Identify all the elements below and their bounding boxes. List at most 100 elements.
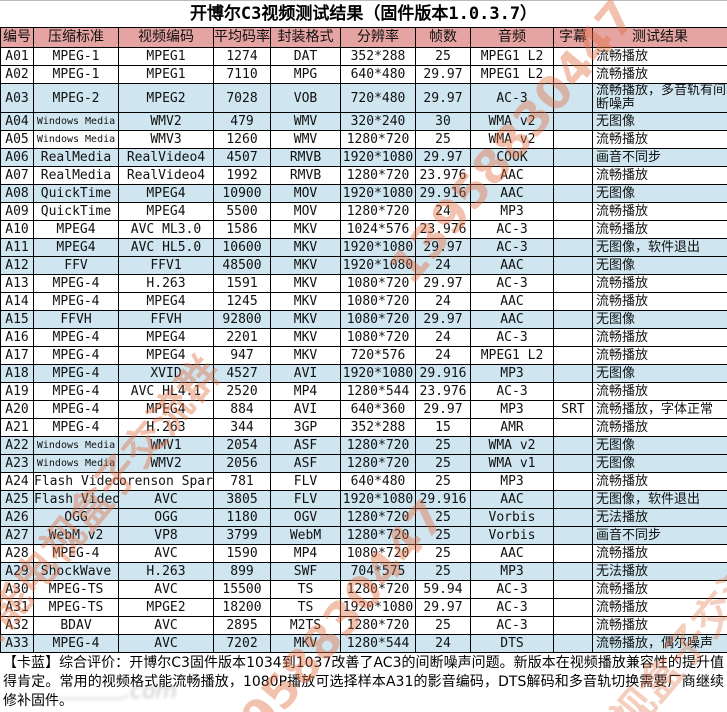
cell-fps: 23.976 — [415, 166, 471, 185]
column-header-result: 测试结果 — [592, 27, 727, 48]
cell-resolution: 720*576 — [340, 346, 416, 365]
cell-audio: AC-3 — [470, 220, 554, 239]
cell-id: A04 — [0, 112, 34, 131]
cell-result: 流畅播放 — [592, 220, 727, 239]
table-row: A22 Windows Media WMV1 2054 ASF 1280*720 25 WMA… — [0, 436, 727, 455]
cell-resolution: 1280*720 — [340, 436, 416, 455]
table-row: A19 MPEG-4 AVC HL4.1 2520 MP4 1280*544 23.976 A… — [0, 382, 727, 401]
cell-standard: QuickTime — [33, 184, 119, 203]
cell-resolution: 1080*720 — [340, 328, 416, 347]
cell-codec: FFVH — [118, 310, 214, 329]
cell-fps: 25 — [415, 562, 471, 581]
cell-audio: AAC — [470, 544, 554, 563]
results-table: 编号 压缩标准 视频编码 平均码率 封装格式 分辨率 帧数 音频 字幕 测试结果 A01 MPEG-… — [0, 27, 727, 653]
cell-standard: MPEG-4 — [33, 328, 119, 347]
cell-standard: Windows Media — [33, 454, 119, 473]
column-header-container: 封装格式 — [270, 27, 341, 48]
cell-resolution: 320*240 — [340, 112, 416, 131]
cell-standard: BDAV — [33, 616, 119, 635]
cell-codec: AVC — [118, 490, 214, 509]
cell-subtitle — [553, 346, 593, 365]
cell-bitrate: 3805 — [213, 490, 271, 509]
cell-result: 流畅播放 — [592, 472, 727, 491]
cell-fps: 24 — [415, 346, 471, 365]
cell-audio: WMA v2 — [470, 112, 554, 131]
cell-container: MKV — [270, 238, 341, 257]
cell-subtitle — [553, 148, 593, 167]
cell-id: A28 — [0, 544, 34, 563]
cell-fps: 30 — [415, 112, 471, 131]
cell-resolution: 352*288 — [340, 47, 416, 66]
cell-subtitle — [553, 544, 593, 563]
cell-codec: RealVideo4 — [118, 166, 214, 185]
cell-audio: AC-3 — [470, 580, 554, 599]
cell-fps: 29.97 — [415, 83, 471, 113]
cell-codec: AVC — [118, 616, 214, 635]
cell-subtitle — [553, 634, 593, 653]
cell-resolution: 640*360 — [340, 400, 416, 419]
cell-codec: MPEG1 — [118, 65, 214, 84]
cell-subtitle — [553, 112, 593, 131]
cell-container: TS — [270, 580, 341, 599]
cell-id: A06 — [0, 148, 34, 167]
table-row: A07 RealMedia RealVideo4 1992 RMVB 1280*720 23… — [0, 166, 727, 185]
table-row: A20 MPEG-4 MPEG4 884 AVI 640*360 29.97 MP3 SRT 流畅… — [0, 400, 727, 419]
table-row: A13 MPEG-4 H.263 1591 MKV 1080*720 29.97 AC-3 流畅… — [0, 274, 727, 293]
cell-id: A23 — [0, 454, 34, 473]
cell-bitrate: 7028 — [213, 83, 271, 113]
cell-result: 流畅播放，偶尔噪声 — [592, 634, 727, 653]
cell-container: AVI — [270, 364, 341, 383]
cell-fps: 24 — [415, 256, 471, 275]
cell-standard: MPEG-1 — [33, 65, 119, 84]
table-row: A11 MPEG4 AVC HL5.0 10600 MKV 1920*1080 29.97 A… — [0, 238, 727, 257]
cell-bitrate: 2201 — [213, 328, 271, 347]
cell-subtitle — [553, 364, 593, 383]
cell-audio: AMR — [470, 418, 554, 437]
cell-codec: H.263 — [118, 274, 214, 293]
cell-container: MKV — [270, 328, 341, 347]
results-table-body: A01 MPEG-1 MPEG1 1274 DAT 352*288 25 MPEG1 L2 流畅… — [0, 47, 727, 653]
cell-subtitle — [553, 202, 593, 221]
cell-resolution: 1280*720 — [340, 526, 416, 545]
table-row: A02 MPEG-1 MPEG1 7110 MPG 640*480 29.97 MPEG1 L… — [0, 65, 727, 84]
cell-codec: MPEG2 — [118, 83, 214, 113]
cell-id: A27 — [0, 526, 34, 545]
cell-container: ASF — [270, 454, 341, 473]
cell-fps: 29.97 — [415, 310, 471, 329]
table-row: A05 Windows Media WMV3 1260 WMV 1280*720 25 WMA… — [0, 130, 727, 149]
column-header-audio: 音频 — [470, 27, 554, 48]
cell-codec: H.263 — [118, 562, 214, 581]
cell-container: WMV — [270, 112, 341, 131]
cell-result: 流畅播放 — [592, 382, 727, 401]
cell-id: A07 — [0, 166, 34, 185]
cell-audio: Vorbis — [470, 508, 554, 527]
cell-bitrate: 1260 — [213, 130, 271, 149]
cell-standard: MPEG-4 — [33, 364, 119, 383]
table-row: A24 Flash Video orenson Spar 781 FLV 640*480 2… — [0, 472, 727, 491]
cell-result: 流畅播放 — [592, 580, 727, 599]
cell-codec: MPEG4 — [118, 184, 214, 203]
cell-bitrate: 10600 — [213, 238, 271, 257]
cell-resolution: 1080*720 — [340, 274, 416, 293]
cell-audio: AAC — [470, 256, 554, 275]
cell-subtitle — [553, 184, 593, 203]
cell-standard: MPEG-TS — [33, 580, 119, 599]
cell-bitrate: 92800 — [213, 310, 271, 329]
cell-codec: AVC HL5.0 — [118, 238, 214, 257]
cell-standard: WebM v2 — [33, 526, 119, 545]
cell-id: A17 — [0, 346, 34, 365]
cell-standard: Windows Media — [33, 130, 119, 149]
cell-container: MOV — [270, 202, 341, 221]
cell-fps: 29.97 — [415, 274, 471, 293]
cell-bitrate: 4527 — [213, 364, 271, 383]
cell-fps: 25 — [415, 130, 471, 149]
cell-audio: AC-3 — [470, 616, 554, 635]
cell-result: 无图像，软件退出 — [592, 490, 727, 509]
cell-subtitle — [553, 166, 593, 185]
cell-bitrate: 2895 — [213, 616, 271, 635]
cell-bitrate: 7202 — [213, 634, 271, 653]
cell-audio: MPEG1 L2 — [470, 346, 554, 365]
cell-container: MKV — [270, 310, 341, 329]
cell-id: A02 — [0, 65, 34, 84]
cell-id: A03 — [0, 83, 34, 113]
